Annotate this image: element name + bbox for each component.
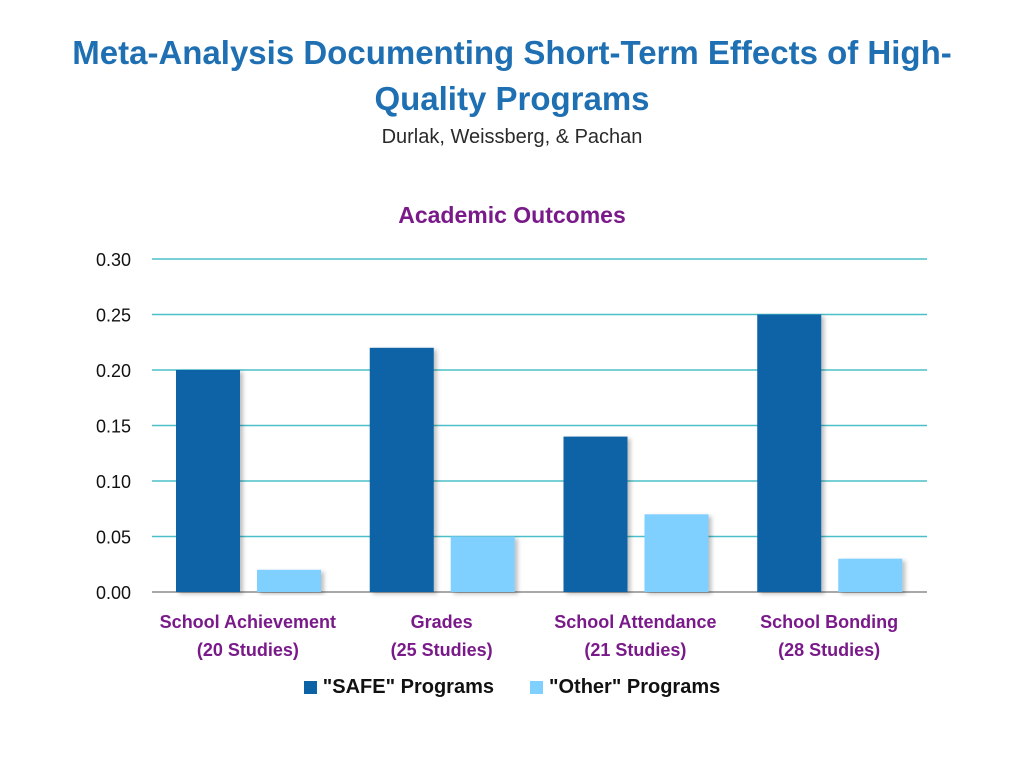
bar-safe-3: [757, 314, 822, 592]
chart-title: Academic Outcomes: [398, 202, 626, 228]
slide-subtitle: Durlak, Weissberg, & Pachan: [381, 126, 643, 148]
bar-other-1: [450, 536, 515, 592]
y-tick-label: 0.05: [96, 528, 131, 548]
legend: "SAFE" Programs "Other" Programs: [0, 676, 1024, 699]
legend-label-other: "Other" Programs: [549, 676, 721, 698]
y-tick-label: 0.15: [96, 417, 131, 437]
y-tick-label: 0.25: [96, 306, 131, 326]
y-tick-label: 0.10: [96, 472, 131, 492]
y-tick-label: 0.30: [96, 250, 131, 270]
legend-item-other: "Other" Programs: [530, 676, 720, 699]
bar-other-2: [644, 514, 709, 592]
axis-labels: 0.00 0.05 0.10 0.15 0.20 0.25 0.30 School Achie…: [96, 250, 898, 660]
bar-other-0: [257, 569, 321, 592]
slide-title: Meta-Analysis Documenting Short-Term Eff…: [72, 34, 952, 117]
bar-other-3: [838, 558, 903, 592]
x-category-sublabel: (21 Studies): [584, 640, 686, 660]
title-block: Meta-Analysis Documenting Short-Term Eff…: [0, 30, 1024, 149]
legend-label-safe: "SAFE" Programs: [322, 676, 494, 698]
x-category-sublabel: (25 Studies): [391, 640, 493, 660]
x-category-label: School Attendance: [554, 612, 716, 632]
bar-safe-0: [176, 370, 240, 592]
bar-safe-1: [369, 347, 434, 592]
x-category-label: School Achievement: [160, 612, 336, 632]
bars: [176, 314, 903, 592]
x-category-label: School Bonding: [760, 612, 898, 632]
legend-item-safe: "SAFE" Programs: [303, 676, 494, 699]
x-category-sublabel: (28 Studies): [778, 640, 880, 660]
legend-swatch-safe: [303, 681, 317, 694]
x-category-label: Grades: [411, 612, 473, 632]
y-tick-label: 0.00: [96, 583, 131, 603]
legend-swatch-other: [530, 681, 543, 694]
bar-safe-2: [563, 436, 628, 592]
x-category-sublabel: (20 Studies): [197, 640, 299, 660]
y-tick-label: 0.20: [96, 361, 131, 381]
